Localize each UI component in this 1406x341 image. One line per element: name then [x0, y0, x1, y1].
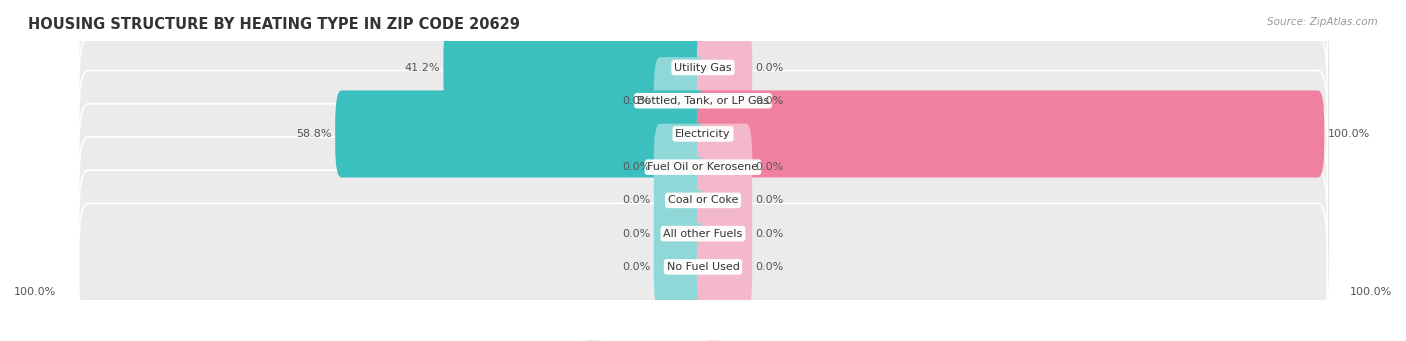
Text: 0.0%: 0.0%	[623, 228, 651, 239]
FancyBboxPatch shape	[697, 157, 752, 244]
FancyBboxPatch shape	[654, 190, 709, 277]
Text: 100.0%: 100.0%	[1327, 129, 1369, 139]
FancyBboxPatch shape	[654, 157, 709, 244]
Text: 0.0%: 0.0%	[755, 228, 783, 239]
Text: 0.0%: 0.0%	[755, 162, 783, 172]
Text: Fuel Oil or Kerosene: Fuel Oil or Kerosene	[647, 162, 759, 172]
FancyBboxPatch shape	[697, 24, 752, 111]
FancyBboxPatch shape	[654, 124, 709, 211]
FancyBboxPatch shape	[79, 104, 1327, 231]
Text: 41.2%: 41.2%	[405, 62, 440, 73]
FancyBboxPatch shape	[80, 54, 1329, 181]
FancyBboxPatch shape	[654, 223, 709, 310]
Text: 0.0%: 0.0%	[623, 195, 651, 205]
Text: 0.0%: 0.0%	[623, 162, 651, 172]
Text: 0.0%: 0.0%	[623, 96, 651, 106]
FancyBboxPatch shape	[79, 170, 1327, 297]
FancyBboxPatch shape	[654, 57, 709, 144]
Text: 100.0%: 100.0%	[1350, 287, 1392, 297]
FancyBboxPatch shape	[80, 120, 1329, 247]
FancyBboxPatch shape	[697, 124, 752, 211]
Text: Utility Gas: Utility Gas	[675, 62, 731, 73]
Text: No Fuel Used: No Fuel Used	[666, 262, 740, 272]
FancyBboxPatch shape	[697, 90, 1324, 177]
Text: 0.0%: 0.0%	[755, 195, 783, 205]
FancyBboxPatch shape	[79, 37, 1327, 164]
FancyBboxPatch shape	[79, 71, 1327, 197]
FancyBboxPatch shape	[697, 223, 752, 310]
FancyBboxPatch shape	[80, 187, 1329, 314]
Text: Electricity: Electricity	[675, 129, 731, 139]
FancyBboxPatch shape	[80, 87, 1329, 214]
Text: Source: ZipAtlas.com: Source: ZipAtlas.com	[1267, 17, 1378, 27]
FancyBboxPatch shape	[80, 0, 1329, 114]
Text: 58.8%: 58.8%	[297, 129, 332, 139]
Text: Bottled, Tank, or LP Gas: Bottled, Tank, or LP Gas	[637, 96, 769, 106]
Text: 0.0%: 0.0%	[623, 262, 651, 272]
Text: 0.0%: 0.0%	[755, 62, 783, 73]
FancyBboxPatch shape	[697, 57, 752, 144]
Text: Coal or Coke: Coal or Coke	[668, 195, 738, 205]
FancyBboxPatch shape	[80, 21, 1329, 148]
FancyBboxPatch shape	[79, 203, 1327, 330]
FancyBboxPatch shape	[80, 153, 1329, 281]
FancyBboxPatch shape	[79, 137, 1327, 264]
Text: 100.0%: 100.0%	[14, 287, 56, 297]
Text: HOUSING STRUCTURE BY HEATING TYPE IN ZIP CODE 20629: HOUSING STRUCTURE BY HEATING TYPE IN ZIP…	[28, 17, 520, 32]
FancyBboxPatch shape	[79, 4, 1327, 131]
FancyBboxPatch shape	[335, 90, 709, 177]
Text: 0.0%: 0.0%	[755, 96, 783, 106]
FancyBboxPatch shape	[443, 24, 709, 111]
Text: All other Fuels: All other Fuels	[664, 228, 742, 239]
FancyBboxPatch shape	[697, 190, 752, 277]
Text: 0.0%: 0.0%	[755, 262, 783, 272]
